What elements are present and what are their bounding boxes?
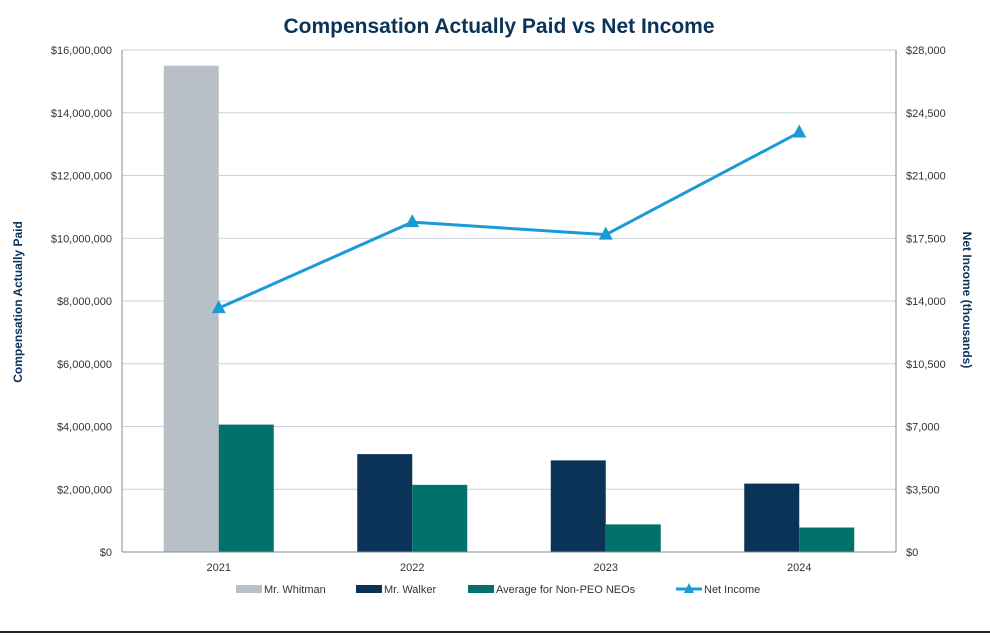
- legend-marker-net-income: [684, 583, 694, 593]
- y-tick-label: $12,000,000: [51, 171, 112, 183]
- bottom-rule: [0, 631, 990, 633]
- bar-mr-walker-2024: [744, 483, 800, 552]
- bar-average-for-non-peo-neos-2023: [605, 524, 661, 552]
- y-tick-label: $10,000,000: [51, 233, 112, 245]
- y-tick-label: $16,000,000: [51, 45, 112, 57]
- legend-label-average-for-non-peo-neos: Average for Non-PEO NEOs: [496, 584, 636, 596]
- net-income-point-2022: [405, 214, 420, 228]
- y2-tick-label: $3,500: [906, 484, 940, 496]
- bar-mr-whitman-2021: [163, 65, 219, 552]
- axes: [121, 50, 897, 553]
- y2-tick-label: $7,000: [906, 422, 940, 434]
- y2-tick-label: $0: [906, 547, 918, 559]
- y-tick-label: $6,000,000: [57, 359, 112, 371]
- y2-axis-ticks: $0 $3,500 $7,000 $10,500 $14,000 $17,500 $21,0…: [906, 45, 946, 559]
- y-tick-label: $0: [100, 547, 112, 559]
- legend-swatch-mr-walker: [356, 585, 382, 593]
- y-tick-label: $2,000,000: [57, 484, 112, 496]
- y2-tick-label: $17,500: [906, 233, 946, 245]
- bars: [163, 65, 855, 552]
- x-tick-label: 2024: [787, 562, 811, 574]
- y2-tick-label: $21,000: [906, 171, 946, 183]
- y2-tick-label: $24,500: [906, 108, 946, 120]
- x-tick-label: 2022: [400, 562, 424, 574]
- x-tick-label: 2023: [594, 562, 618, 574]
- y-tick-label: $4,000,000: [57, 422, 112, 434]
- bar-mr-walker-2023: [550, 460, 606, 552]
- x-tick-label: 2021: [207, 562, 231, 574]
- legend-label-mr-whitman: Mr. Whitman: [264, 584, 326, 596]
- bar-mr-walker-2022: [357, 454, 413, 552]
- x-axis-ticks: 2021 2022 2023 2024: [207, 562, 812, 574]
- y-axis-title: Compensation Actually Paid: [11, 221, 25, 383]
- net-income-line-layer: [211, 124, 807, 314]
- net-income-line: [218, 131, 800, 310]
- net-income-point-2024: [792, 124, 807, 138]
- y2-tick-label: $10,500: [906, 359, 946, 371]
- net-income-point-2023: [598, 226, 613, 240]
- y2-tick-label: $28,000: [906, 45, 946, 57]
- y-axis-ticks: $0 $2,000,000 $4,000,000 $6,000,000 $8,000,0…: [51, 45, 112, 559]
- y-tick-label: $14,000,000: [51, 108, 112, 120]
- legend-swatch-average-for-non-peo-neos: [468, 585, 494, 593]
- bar-average-for-non-peo-neos-2024: [799, 527, 855, 552]
- net-income-point-2021: [211, 300, 226, 314]
- y2-tick-label: $14,000: [906, 296, 946, 308]
- legend: Mr. Whitman Mr. Walker Average for Non-PEO…: [236, 583, 760, 596]
- bar-average-for-non-peo-neos-2021: [218, 424, 274, 552]
- legend-swatch-mr-whitman: [236, 585, 262, 593]
- legend-label-net-income: Net Income: [704, 584, 760, 596]
- chart-title: Compensation Actually Paid vs Net Income: [284, 15, 715, 38]
- bar-average-for-non-peo-neos-2022: [412, 484, 468, 552]
- y2-axis-title: Net Income (thousands): [960, 232, 974, 369]
- legend-label-mr-walker: Mr. Walker: [384, 584, 436, 596]
- y-tick-label: $8,000,000: [57, 296, 112, 308]
